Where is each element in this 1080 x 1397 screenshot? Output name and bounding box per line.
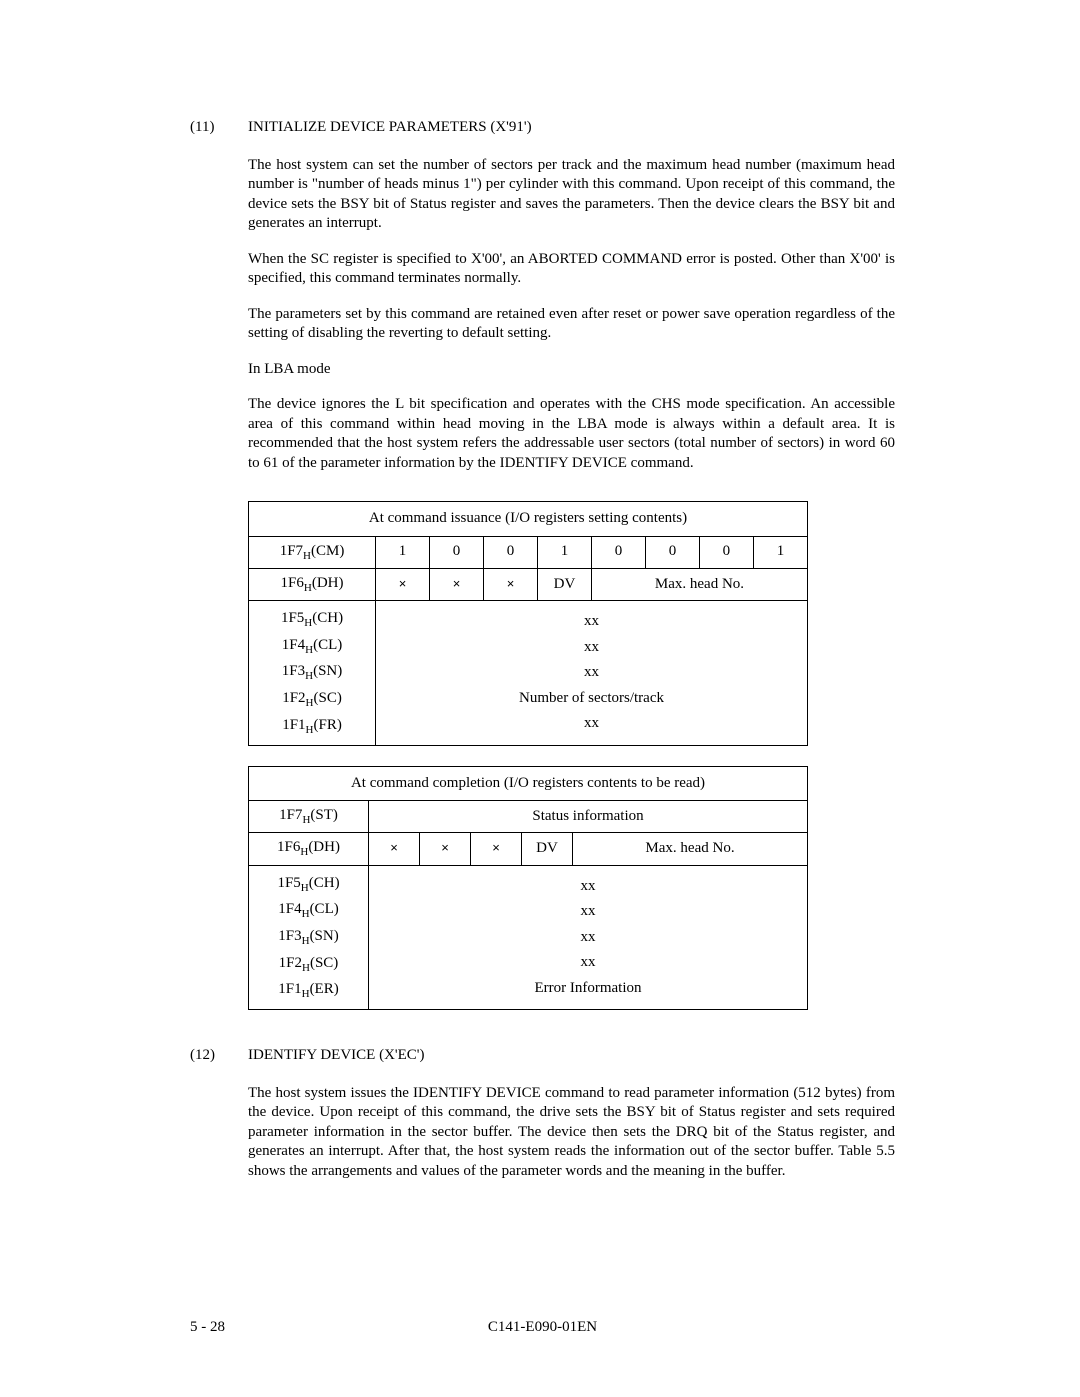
table1-row2-bit2: × (484, 568, 538, 600)
table1-bit-3: 0 (591, 536, 645, 568)
section-11-para1: The host system can set the number of se… (248, 156, 895, 234)
table1-bit-5: 0 (484, 536, 538, 568)
table2-row3-labels: 1F5H(CH) 1F4H(CL) 1F3H(SN) 1F2H(SC) 1F1H… (249, 865, 369, 1009)
table1-row3-values: xx xx xx Number of sectors/track xx (376, 601, 808, 745)
section-12-header: (12) IDENTIFY DEVICE (X'EC') (190, 1046, 895, 1066)
section-11-para4: In LBA mode (248, 360, 895, 380)
section-12-para1: The host system issues the IDENTIFY DEVI… (248, 1084, 895, 1182)
table1-bit-1: 0 (699, 536, 753, 568)
section-12-num: (12) (190, 1046, 248, 1066)
table1-bit-6: 0 (430, 536, 484, 568)
table2-row1-label: 1F7H(ST) (249, 801, 369, 833)
table2-row2-bit1: × (420, 833, 471, 865)
table2-row2-bit0: × (369, 833, 420, 865)
section-11-para5: The device ignores the L bit specificati… (248, 395, 895, 473)
table1-bit-7: 1 (376, 536, 430, 568)
table1-row2-bit0: × (376, 568, 430, 600)
table2-header: At command completion (I/O registers con… (249, 766, 808, 801)
page-footer: 5 - 28 C141-E090-01EN (190, 1318, 895, 1338)
table1-bit-2: 0 (645, 536, 699, 568)
table2-row2-merged: Max. head No. (573, 833, 808, 865)
section-11-num: (11) (190, 118, 248, 138)
table1-bit-0: 1 (753, 536, 807, 568)
table2-row1-content: Status information (369, 801, 808, 833)
table2-row3-values: xx xx xx xx Error Information (369, 865, 808, 1009)
table1-header: At command issuance (I/O registers setti… (249, 502, 808, 537)
footer-right (660, 1318, 895, 1338)
table1-row2-bit1: × (430, 568, 484, 600)
table1-row2-label: 1F6H(DH) (249, 568, 376, 600)
issuance-table: At command issuance (I/O registers setti… (248, 501, 808, 746)
section-11-header: (11) INITIALIZE DEVICE PARAMETERS (X'91'… (190, 118, 895, 138)
section-11-para3: The parameters set by this command are r… (248, 305, 895, 344)
doc-number: C141-E090-01EN (425, 1318, 660, 1338)
page-number: 5 - 28 (190, 1318, 425, 1338)
page: (11) INITIALIZE DEVICE PARAMETERS (X'91'… (0, 0, 1080, 1397)
table2-row2-bit3: DV (522, 833, 573, 865)
table1-bit-4: 1 (537, 536, 591, 568)
section-11-title: INITIALIZE DEVICE PARAMETERS (X'91') (248, 118, 895, 138)
table1-row2-bit3: DV (537, 568, 591, 600)
table1-row2-merged: Max. head No. (591, 568, 807, 600)
table2-row2-bit2: × (471, 833, 522, 865)
table1-row3-labels: 1F5H(CH) 1F4H(CL) 1F3H(SN) 1F2H(SC) 1F1H… (249, 601, 376, 745)
table1-row1-label: 1F7H(CM) (249, 536, 376, 568)
table2-row2-label: 1F6H(DH) (249, 833, 369, 865)
section-12-title: IDENTIFY DEVICE (X'EC') (248, 1046, 895, 1066)
completion-table: At command completion (I/O registers con… (248, 766, 808, 1011)
section-11-para2: When the SC register is specified to X'0… (248, 250, 895, 289)
